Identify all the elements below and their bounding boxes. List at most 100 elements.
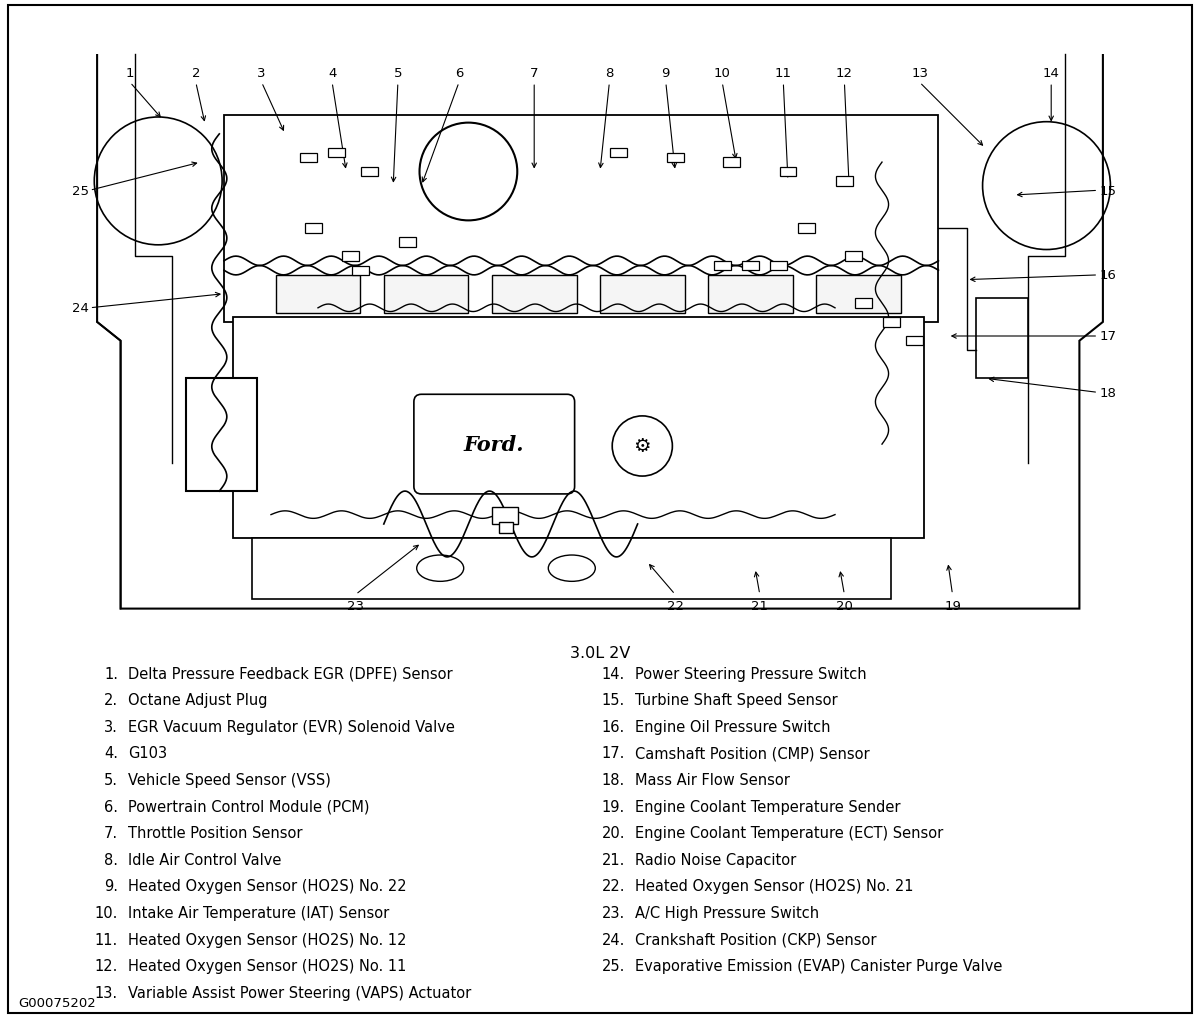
Text: 8.: 8. xyxy=(104,852,118,867)
Bar xyxy=(492,507,518,525)
Text: 7: 7 xyxy=(530,67,539,81)
Bar xyxy=(854,300,871,309)
Text: Powertrain Control Module (PCM): Powertrain Control Module (PCM) xyxy=(128,799,370,814)
Bar xyxy=(384,275,468,313)
Text: Variable Assist Power Steering (VAPS) Actuator: Variable Assist Power Steering (VAPS) Ac… xyxy=(128,985,472,1000)
Bar xyxy=(906,336,923,346)
Text: 3.0L 2V: 3.0L 2V xyxy=(570,646,630,660)
Bar xyxy=(611,149,628,158)
Bar xyxy=(836,177,853,186)
Text: A/C High Pressure Switch: A/C High Pressure Switch xyxy=(635,905,820,920)
Text: Octane Adjust Plug: Octane Adjust Plug xyxy=(128,693,268,707)
Text: Evaporative Emission (EVAP) Canister Purge Valve: Evaporative Emission (EVAP) Canister Pur… xyxy=(635,958,1002,973)
Bar xyxy=(845,252,863,262)
Text: 13.: 13. xyxy=(95,985,118,1000)
Text: 9: 9 xyxy=(661,67,670,81)
Text: 3: 3 xyxy=(257,67,266,81)
Text: Intake Air Temperature (IAT) Sensor: Intake Air Temperature (IAT) Sensor xyxy=(128,905,389,920)
Text: G103: G103 xyxy=(128,746,167,760)
Text: Crankshaft Position (CKP) Sensor: Crankshaft Position (CKP) Sensor xyxy=(635,931,876,947)
Text: G00075202: G00075202 xyxy=(18,996,96,1009)
Text: 6: 6 xyxy=(455,67,463,81)
Text: Heated Oxygen Sensor (HO2S) No. 11: Heated Oxygen Sensor (HO2S) No. 11 xyxy=(128,958,407,973)
Bar xyxy=(398,238,415,248)
Bar xyxy=(224,116,938,323)
Text: 17.: 17. xyxy=(601,746,625,760)
Text: 11: 11 xyxy=(775,67,792,81)
Text: 21: 21 xyxy=(751,600,768,612)
Text: Engine Coolant Temperature (ECT) Sensor: Engine Coolant Temperature (ECT) Sensor xyxy=(635,825,943,841)
Text: 16.: 16. xyxy=(601,719,625,734)
Text: 15.: 15. xyxy=(601,693,625,707)
Bar xyxy=(186,379,257,491)
Bar xyxy=(329,149,346,158)
Text: 19: 19 xyxy=(944,600,961,612)
Text: 20: 20 xyxy=(836,600,853,612)
Text: Engine Coolant Temperature Sender: Engine Coolant Temperature Sender xyxy=(635,799,900,814)
Text: ⚙: ⚙ xyxy=(634,437,652,457)
Text: EGR Vacuum Regulator (EVR) Solenoid Valve: EGR Vacuum Regulator (EVR) Solenoid Valv… xyxy=(128,719,455,734)
Text: 24: 24 xyxy=(72,302,89,315)
Bar xyxy=(798,224,815,233)
Bar xyxy=(600,275,684,313)
Text: 1.: 1. xyxy=(104,665,118,681)
Bar xyxy=(770,262,787,271)
Text: 4: 4 xyxy=(328,67,336,81)
Bar xyxy=(883,318,900,327)
Text: Radio Noise Capacitor: Radio Noise Capacitor xyxy=(635,852,797,867)
Bar xyxy=(233,318,924,539)
Text: 13: 13 xyxy=(911,67,928,81)
Text: Delta Pressure Feedback EGR (DPFE) Sensor: Delta Pressure Feedback EGR (DPFE) Senso… xyxy=(128,665,452,681)
Text: Camshaft Position (CMP) Sensor: Camshaft Position (CMP) Sensor xyxy=(635,746,870,760)
Text: 25: 25 xyxy=(72,184,89,198)
Bar xyxy=(342,252,359,262)
Bar xyxy=(361,168,378,177)
Bar xyxy=(276,275,360,313)
Text: 16: 16 xyxy=(1099,269,1116,282)
Text: 2: 2 xyxy=(192,67,200,81)
Text: Engine Oil Pressure Switch: Engine Oil Pressure Switch xyxy=(635,719,830,734)
Text: 22: 22 xyxy=(667,600,684,612)
Bar xyxy=(499,523,512,534)
Text: 4.: 4. xyxy=(104,746,118,760)
Text: Turbine Shaft Speed Sensor: Turbine Shaft Speed Sensor xyxy=(635,693,838,707)
Text: 11.: 11. xyxy=(95,931,118,947)
Text: 12.: 12. xyxy=(95,958,118,973)
Text: 22.: 22. xyxy=(601,878,625,894)
Text: 17: 17 xyxy=(1099,330,1116,343)
Text: 23: 23 xyxy=(347,600,364,612)
Text: 23.: 23. xyxy=(601,905,625,920)
Text: 15: 15 xyxy=(1099,184,1116,198)
Text: 20.: 20. xyxy=(601,825,625,841)
Bar xyxy=(714,262,731,271)
Bar xyxy=(300,154,317,163)
Bar xyxy=(305,224,322,233)
Text: 1: 1 xyxy=(126,67,134,81)
Text: 24.: 24. xyxy=(601,931,625,947)
Bar xyxy=(742,262,758,271)
Bar xyxy=(724,158,740,168)
Text: 14: 14 xyxy=(1043,67,1060,81)
Text: Heated Oxygen Sensor (HO2S) No. 21: Heated Oxygen Sensor (HO2S) No. 21 xyxy=(635,878,913,894)
Text: 5.: 5. xyxy=(104,772,118,788)
Text: Heated Oxygen Sensor (HO2S) No. 12: Heated Oxygen Sensor (HO2S) No. 12 xyxy=(128,931,407,947)
Bar xyxy=(708,275,793,313)
Text: 2.: 2. xyxy=(104,693,118,707)
Text: 3.: 3. xyxy=(104,719,118,734)
Text: 25.: 25. xyxy=(601,958,625,973)
FancyBboxPatch shape xyxy=(414,395,575,494)
Bar xyxy=(976,300,1027,379)
Text: 5: 5 xyxy=(394,67,402,81)
Text: Idle Air Control Valve: Idle Air Control Valve xyxy=(128,852,281,867)
Text: 12: 12 xyxy=(836,67,853,81)
Bar xyxy=(816,275,901,313)
Bar xyxy=(780,168,797,177)
Text: 10: 10 xyxy=(714,67,731,81)
Text: 7.: 7. xyxy=(104,825,118,841)
Text: Throttle Position Sensor: Throttle Position Sensor xyxy=(128,825,302,841)
Text: Vehicle Speed Sensor (VSS): Vehicle Speed Sensor (VSS) xyxy=(128,772,331,788)
Text: 6.: 6. xyxy=(104,799,118,814)
Text: 10.: 10. xyxy=(95,905,118,920)
Bar xyxy=(252,539,892,599)
Text: Ford.: Ford. xyxy=(463,435,524,454)
